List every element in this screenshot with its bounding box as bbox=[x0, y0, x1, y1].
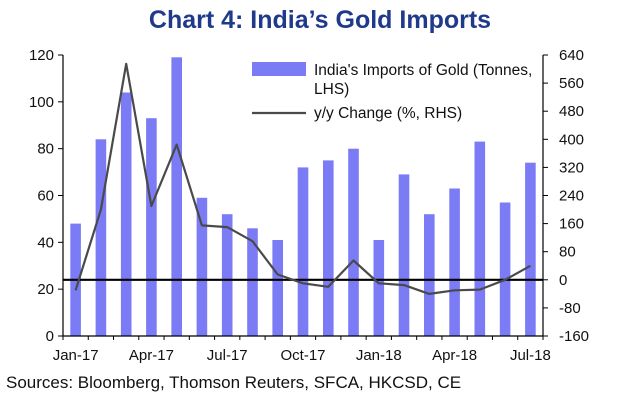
chart-title: Chart 4: India’s Gold Imports bbox=[148, 6, 492, 34]
right-tick-label: 160 bbox=[559, 216, 584, 233]
bar-Feb-18 bbox=[398, 174, 410, 336]
x-tick-label: Oct-17 bbox=[280, 347, 325, 364]
bar-May-18 bbox=[474, 141, 486, 336]
legend-swatch-bars bbox=[252, 62, 306, 76]
x-tick-label: Jan-18 bbox=[356, 347, 402, 364]
bar-Feb-17 bbox=[95, 139, 107, 336]
bar-Jan-18 bbox=[373, 240, 385, 336]
bar-Dec-17 bbox=[348, 148, 359, 336]
x-tick-label: Apr-17 bbox=[129, 347, 174, 364]
bar-Jul-18 bbox=[525, 162, 536, 336]
legend-label-bars-cont: LHS) bbox=[314, 81, 349, 98]
left-tick-label: 0 bbox=[46, 328, 54, 345]
bar-Sep-17 bbox=[272, 240, 283, 336]
left-tick-label: 20 bbox=[37, 281, 54, 298]
left-tick-label: 100 bbox=[29, 94, 54, 111]
right-tick-label: 80 bbox=[559, 244, 576, 261]
right-tick-label: 640 bbox=[559, 47, 584, 64]
right-tick-label: 240 bbox=[559, 188, 584, 205]
bar-Apr-17 bbox=[146, 118, 157, 336]
left-tick-label: 60 bbox=[37, 188, 54, 205]
left-tick-label: 80 bbox=[37, 141, 54, 158]
bar-Mar-18 bbox=[424, 214, 435, 336]
bar-Jun-18 bbox=[499, 202, 511, 336]
bar-Nov-17 bbox=[323, 160, 334, 336]
bar-Apr-18 bbox=[449, 188, 460, 336]
bar-May-17 bbox=[171, 57, 182, 337]
bar-Jul-17 bbox=[221, 214, 233, 336]
legend-label-line: y/y Change (%, RHS) bbox=[314, 105, 462, 122]
x-tick-label: Jan-17 bbox=[53, 347, 99, 364]
bar-Mar-17 bbox=[120, 92, 132, 336]
left-tick-label: 120 bbox=[29, 47, 54, 64]
right-tick-label: -80 bbox=[559, 300, 581, 317]
right-tick-label: 480 bbox=[559, 103, 584, 120]
x-tick-label: Apr-18 bbox=[432, 347, 477, 364]
x-tick-label: Jul-17 bbox=[207, 347, 248, 364]
source-note: Sources: Bloomberg, Thomson Reuters, SFC… bbox=[6, 373, 462, 392]
right-tick-label: 560 bbox=[559, 75, 584, 92]
bar-Oct-17 bbox=[297, 167, 309, 336]
bar-Aug-17 bbox=[247, 228, 258, 336]
bar-Jun-17 bbox=[196, 197, 208, 336]
left-tick-label: 40 bbox=[37, 234, 54, 251]
legend-label-bars: India's Imports of Gold (Tonnes, bbox=[314, 62, 532, 79]
right-tick-label: 320 bbox=[559, 159, 584, 176]
right-tick-label: 0 bbox=[559, 272, 567, 289]
right-tick-label: -160 bbox=[559, 328, 589, 345]
right-tick-label: 400 bbox=[559, 131, 584, 148]
x-tick-label: Jul-18 bbox=[510, 347, 551, 364]
